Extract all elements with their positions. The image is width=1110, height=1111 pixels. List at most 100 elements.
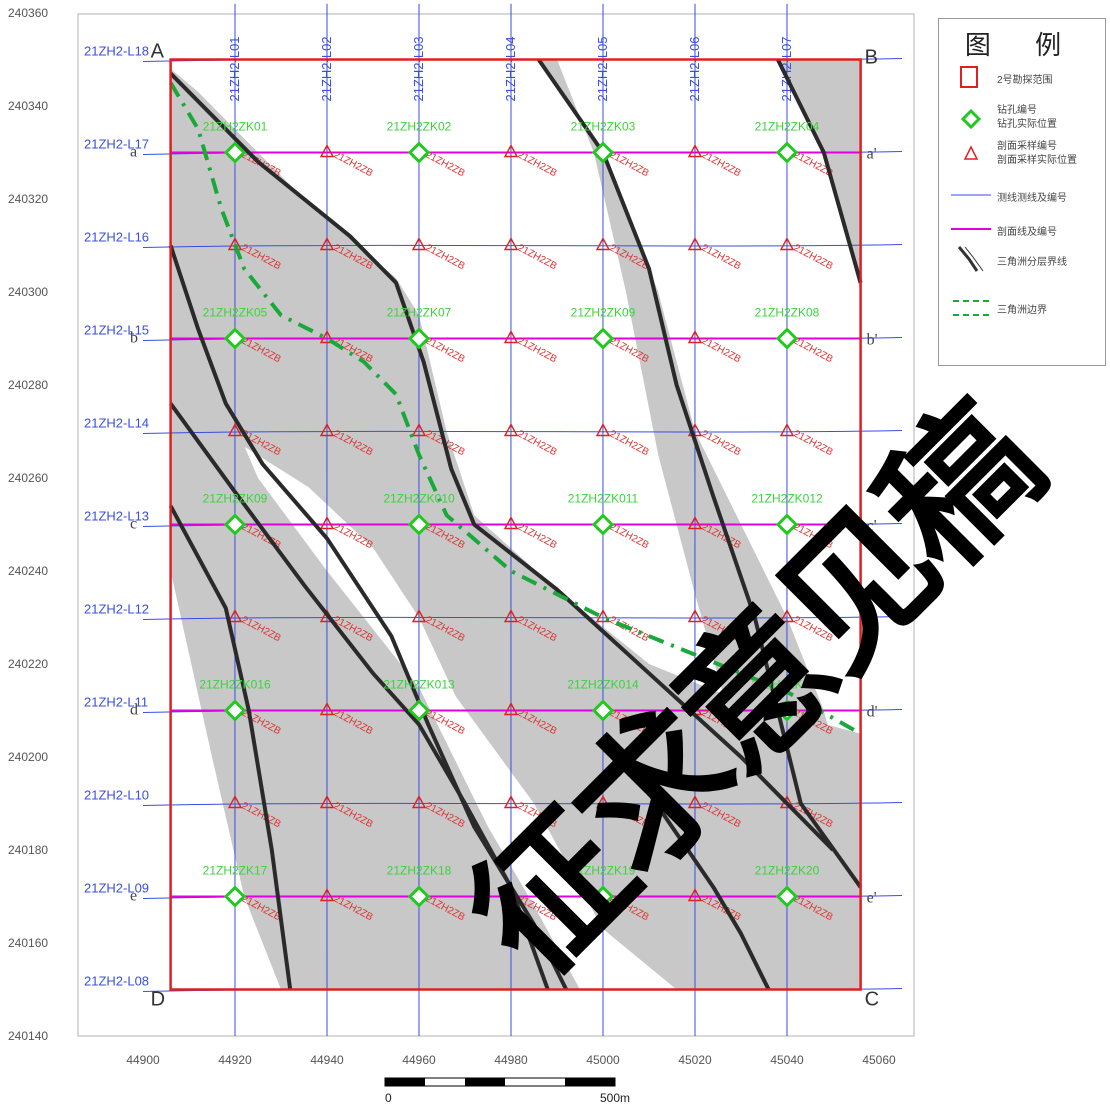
drillhole-label: 21ZH2ZK17	[203, 864, 268, 878]
survey-line-label: 21ZH2-L14	[84, 416, 149, 431]
legend-item-label-top: 钻孔编号	[997, 105, 1037, 116]
sample-label: 21ZH2ZB	[516, 428, 559, 458]
sample-label: 21ZH2ZB	[424, 149, 467, 179]
legend: 图 例 2号勘探范围 钻孔编号 钻孔实际位置 剖面采样编号 剖面采样实际位置 测线测线及编…	[938, 18, 1106, 366]
legend-item: 钻孔编号 钻孔实际位置	[939, 105, 1105, 135]
boundary-line	[169, 72, 835, 852]
red-rectangle-icon	[949, 63, 993, 93]
survey-line-horizontal	[142, 616, 903, 620]
drillhole-label: 21ZH2ZK01	[203, 120, 268, 134]
sample-triangle	[595, 423, 611, 437]
drillhole-marker	[223, 327, 247, 350]
drillhole-marker	[591, 513, 615, 536]
sample-triangle	[227, 423, 243, 437]
profile-label-right: d'	[867, 704, 878, 721]
drillhole-label: 21ZH2ZK010	[383, 492, 455, 506]
boundary-line	[168, 504, 293, 990]
legend-item-label: 剖面采样实际位置	[997, 155, 1077, 166]
sample-label: 21ZH2ZB	[700, 335, 743, 365]
drillhole-marker	[407, 327, 431, 350]
axis-labels: 44900 44920 44940 44960 44980 45000 45020 45040…	[8, 6, 896, 1067]
sample-triangle	[319, 237, 335, 251]
boundary-line	[776, 58, 863, 284]
legend-item: 三角洲分层界线	[939, 245, 1105, 275]
sample-label: 21ZH2ZB	[792, 428, 835, 458]
sample-triangle	[319, 330, 335, 344]
scale-bar-segment	[465, 1078, 505, 1086]
boundary-line	[628, 765, 771, 991]
sample-triangle	[227, 795, 243, 809]
x-tick-label: 44920	[218, 1053, 252, 1067]
black-boundary-icon	[949, 245, 993, 275]
drillhole-marker	[775, 699, 799, 722]
x-tick-label: 45020	[678, 1053, 712, 1067]
drillhole-label: 21ZH2ZK04	[755, 120, 820, 134]
sample-triangle	[227, 609, 243, 623]
scale-bar-segment	[565, 1078, 615, 1086]
y-tick-label: 240140	[8, 1029, 48, 1043]
survey-line-label: 21ZH2-L18	[84, 44, 149, 59]
sample-triangle	[319, 144, 335, 158]
drillholes: 21ZH2ZK01 21ZH2ZK02 21ZH2ZK03 21ZH2ZK04 21ZH…	[199, 120, 823, 908]
magenta-line-icon	[949, 215, 993, 245]
sample-label: 21ZH2ZB	[424, 335, 467, 365]
drillhole-label: 21ZH2ZK20	[755, 864, 820, 878]
profile-label-left: c	[130, 516, 137, 533]
legend-item: 剖面线及编号	[939, 215, 1105, 245]
profile-label-right: a'	[867, 146, 877, 163]
drillhole-marker	[223, 513, 247, 536]
drillhole-label: 21ZH2ZK09	[203, 492, 268, 506]
drillhole-marker	[775, 141, 799, 164]
drillhole-marker	[407, 885, 431, 908]
sample-label: 21ZH2ZB	[700, 149, 743, 179]
drillhole-marker	[591, 327, 615, 350]
legend-item-label: 三角洲分层界线	[997, 257, 1067, 268]
sample-label: 21ZH2ZB	[608, 521, 651, 551]
x-tick-label: 45040	[770, 1053, 804, 1067]
drillhole-label: 21ZH2ZK013	[383, 678, 455, 692]
x-tick-label: 45060	[862, 1053, 896, 1067]
green-dashed-icon	[949, 293, 993, 323]
y-tick-label: 240200	[8, 750, 48, 764]
corner-labels: A B C D	[151, 41, 879, 1011]
sample-label: 21ZH2ZB	[608, 428, 651, 458]
y-tick-label: 240360	[8, 6, 48, 20]
survey-line-label: 21ZH2-L11	[84, 695, 148, 710]
sample-triangle	[319, 888, 335, 902]
legend-item-label: 2号勘探范围	[997, 75, 1053, 86]
drillhole-label: 21ZH2ZK011	[568, 492, 639, 506]
survey-line-label: 21ZH2-L17	[84, 137, 149, 152]
drillhole-label: 21ZH2ZK014	[567, 678, 639, 692]
drillhole-marker	[407, 513, 431, 536]
y-tick-label: 240160	[8, 936, 48, 950]
y-tick-label: 240300	[8, 285, 48, 299]
drillhole-marker	[591, 141, 615, 164]
survey-line-label: 21ZH2-L03	[411, 36, 426, 101]
drillhole-marker	[775, 885, 799, 908]
drillhole-label: 21ZH2ZK03	[571, 120, 636, 134]
x-tick-label: 45000	[586, 1053, 620, 1067]
survey-line-label: 21ZH2-L13	[84, 509, 149, 524]
survey-line-label: 21ZH2-L15	[84, 323, 149, 338]
drillhole-marker	[407, 141, 431, 164]
drillhole-label: 21ZH2ZK09	[571, 306, 636, 320]
survey-line-label: 21ZH2-L10	[84, 788, 149, 803]
drillhole-label: 21ZH2ZK012	[751, 492, 823, 506]
survey-line-label: 21ZH2-L09	[84, 881, 149, 896]
sample-triangle	[779, 237, 795, 251]
profile-label-right: e'	[867, 890, 877, 907]
sample-label: 21ZH2ZB	[332, 149, 375, 179]
sample-triangle	[503, 702, 519, 716]
sample-triangle	[595, 609, 611, 623]
survey-line-horizontal	[142, 244, 903, 248]
scale-bar-segment	[385, 1078, 425, 1086]
survey-line-label: 21ZH2-L05	[595, 36, 610, 101]
survey-line-horizontal	[142, 802, 903, 806]
sample-triangle	[687, 237, 703, 251]
corner-label: B	[865, 47, 878, 69]
sample-triangle	[595, 795, 611, 809]
sample-triangle	[779, 609, 795, 623]
drillhole-label: 21ZH2ZK05	[203, 306, 268, 320]
survey-line-horizontal	[142, 430, 903, 434]
